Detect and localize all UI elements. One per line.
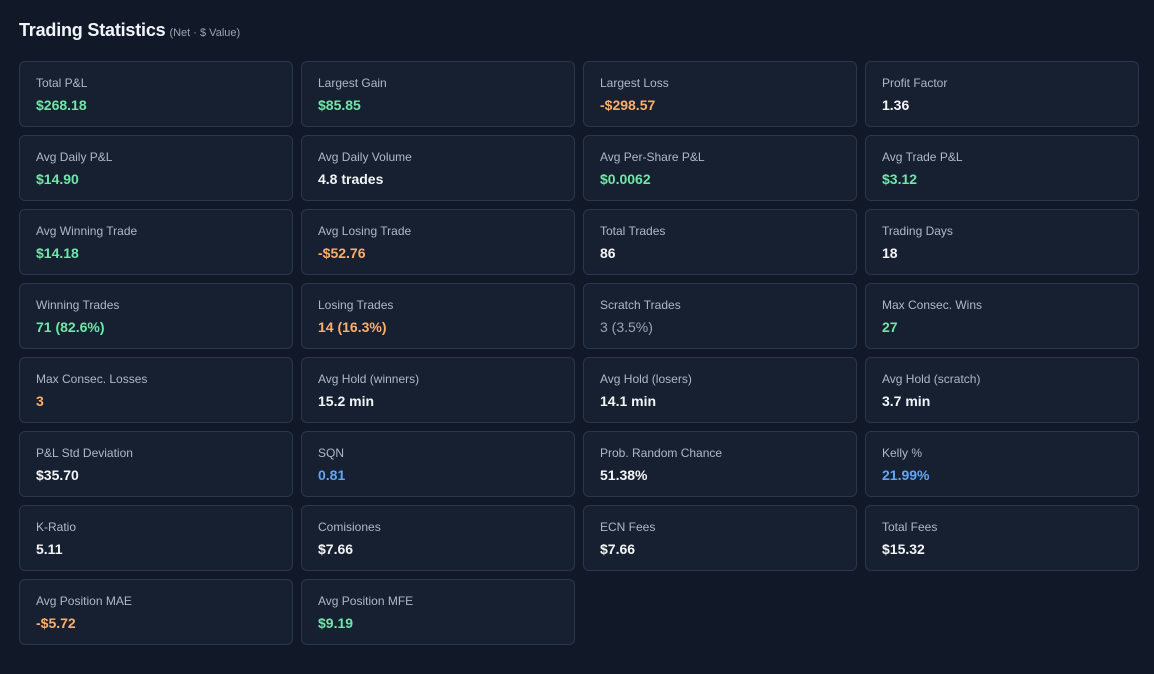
stat-card-avg-trade-pandl: Avg Trade P&L $3.12	[865, 135, 1139, 201]
stat-label: SQN	[318, 446, 345, 460]
stat-value: $35.70	[36, 467, 79, 483]
panel-header: Trading Statistics (Net · $ Value)	[19, 20, 1138, 44]
stat-card-scratch-trades: Scratch Trades 3 (3.5%)	[583, 283, 857, 349]
stat-value: 18	[882, 245, 898, 261]
stat-card-avg-hold-scratch: Avg Hold (scratch) 3.7 min	[865, 357, 1139, 423]
stat-label: Kelly %	[882, 446, 923, 460]
stat-label: Avg Hold (winners)	[318, 372, 420, 386]
stat-label: Avg Daily Volume	[318, 150, 412, 164]
stat-label: Max Consec. Losses	[36, 372, 148, 386]
stat-label: Avg Daily P&L	[36, 150, 113, 164]
stat-label: Largest Gain	[318, 76, 387, 90]
stat-value: $7.66	[318, 541, 354, 557]
stat-card-largest-loss: Largest Loss -$298.57	[583, 61, 857, 127]
stat-label: Comisiones	[318, 520, 381, 534]
stat-value: 27	[882, 319, 898, 335]
stat-value: $3.12	[882, 171, 918, 187]
stat-value: $0.0062	[600, 171, 651, 187]
stats-grid: Total P&L $268.18 Largest Gain $85.85 Larges…	[19, 61, 1139, 645]
stat-label: Max Consec. Wins	[882, 298, 983, 312]
stat-card-total-fees: Total Fees $15.32	[865, 505, 1139, 571]
stat-label: Prob. Random Chance	[600, 446, 723, 460]
stat-label: Avg Trade P&L	[882, 150, 963, 164]
stat-card-profit-factor: Profit Factor 1.36	[865, 61, 1139, 127]
stat-label: Avg Hold (scratch)	[882, 372, 981, 386]
stat-value: $14.90	[36, 171, 79, 187]
stat-label: Winning Trades	[36, 298, 120, 312]
stat-card-avg-position-mfe: Avg Position MFE $9.19	[301, 579, 575, 645]
stat-label: Profit Factor	[882, 76, 948, 90]
stat-card-avg-hold-winners: Avg Hold (winners) 15.2 min	[301, 357, 575, 423]
stat-label: K-Ratio	[36, 520, 77, 534]
stat-value: 3 (3.5%)	[600, 319, 653, 335]
stat-value: 14.1 min	[600, 393, 657, 409]
stat-card-trading-days: Trading Days 18	[865, 209, 1139, 275]
stat-value: $9.19	[318, 615, 354, 631]
stat-label: Largest Loss	[600, 76, 669, 90]
stat-label: Total Trades	[600, 224, 666, 238]
stat-card-comisiones: Comisiones $7.66	[301, 505, 575, 571]
stat-card-winning-trades: Winning Trades 71 (82.6%)	[19, 283, 293, 349]
stat-card-avg-hold-losers: Avg Hold (losers) 14.1 min	[583, 357, 857, 423]
stat-value: $7.66	[600, 541, 636, 557]
stat-value: 5.11	[36, 541, 63, 557]
stat-value: 1.36	[882, 97, 910, 113]
stat-label: Total Fees	[882, 520, 938, 534]
stat-card-avg-position-mae: Avg Position MAE -$5.72	[19, 579, 293, 645]
stat-value: 3	[36, 393, 44, 409]
stat-card-avg-winning-trade: Avg Winning Trade $14.18	[19, 209, 293, 275]
stat-label: Avg Winning Trade	[36, 224, 138, 238]
stat-value: 15.2 min	[318, 393, 375, 409]
stat-card-k-ratio: K-Ratio 5.11	[19, 505, 293, 571]
stat-value: $14.18	[36, 245, 79, 261]
stat-label: Avg Position MFE	[318, 594, 414, 608]
stat-card-avg-daily-volume: Avg Daily Volume 4.8 trades	[301, 135, 575, 201]
stat-card-max-consec-wins: Max Consec. Wins 27	[865, 283, 1139, 349]
stat-card-losing-trades: Losing Trades 14 (16.3%)	[301, 283, 575, 349]
stat-value: 4.8 trades	[318, 171, 384, 187]
stat-card-prob-random-chance: Prob. Random Chance 51.38%	[583, 431, 857, 497]
stat-label: Avg Hold (losers)	[600, 372, 692, 386]
stat-label: Trading Days	[882, 224, 953, 238]
stat-value: $15.32	[882, 541, 925, 557]
stat-card-total-trades: Total Trades 86	[583, 209, 857, 275]
stat-card-kelly-pct: Kelly % 21.99%	[865, 431, 1139, 497]
stat-value: 3.7 min	[882, 393, 931, 409]
stat-label: P&L Std Deviation	[36, 446, 133, 460]
stat-label: ECN Fees	[600, 520, 656, 534]
stat-label: Avg Losing Trade	[318, 224, 412, 238]
stat-card-max-consec-losses: Max Consec. Losses 3	[19, 357, 293, 423]
stat-label: Scratch Trades	[600, 298, 681, 312]
stat-label: Avg Per-Share P&L	[600, 150, 705, 164]
stat-value: 71 (82.6%)	[36, 319, 105, 335]
stat-card-pandl-std-deviation: P&L Std Deviation $35.70	[19, 431, 293, 497]
stat-value: $85.85	[318, 97, 361, 113]
stat-card-sqn: SQN 0.81	[301, 431, 575, 497]
page-subtitle: (Net · $ Value)	[169, 27, 241, 39]
stat-value: $268.18	[36, 97, 87, 113]
stat-card-ecn-fees: ECN Fees $7.66	[583, 505, 857, 571]
stat-label: Total P&L	[36, 76, 88, 90]
stat-value: -$5.72	[36, 615, 76, 631]
stat-value: 21.99%	[882, 467, 930, 483]
stat-value: 86	[600, 245, 616, 261]
stat-value: 14 (16.3%)	[318, 319, 387, 335]
stat-label: Avg Position MAE	[36, 594, 132, 608]
page-title: Trading Statistics	[19, 20, 166, 40]
stat-value: -$298.57	[600, 97, 656, 113]
stat-card-largest-gain: Largest Gain $85.85	[301, 61, 575, 127]
stat-card-avg-per-share-pandl: Avg Per-Share P&L $0.0062	[583, 135, 857, 201]
stat-card-total-pandl: Total P&L $268.18	[19, 61, 293, 127]
stat-value: 51.38%	[600, 467, 648, 483]
stat-label: Losing Trades	[318, 298, 394, 312]
stat-value: 0.81	[318, 467, 346, 483]
stat-value: -$52.76	[318, 245, 366, 261]
stat-card-avg-losing-trade: Avg Losing Trade -$52.76	[301, 209, 575, 275]
stat-card-avg-daily-pandl: Avg Daily P&L $14.90	[19, 135, 293, 201]
